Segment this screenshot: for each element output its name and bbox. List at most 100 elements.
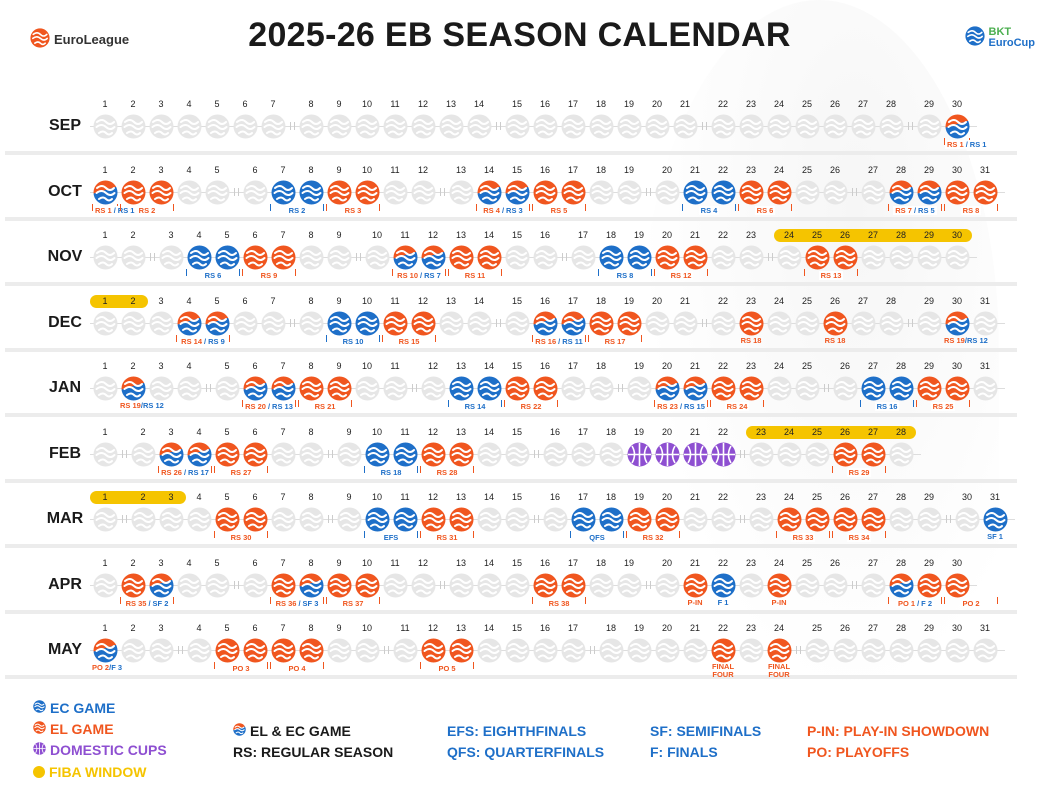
day-number[interactable]: 12 bbox=[417, 164, 428, 175]
ec-game-ball-icon[interactable] bbox=[983, 507, 1008, 532]
day-number[interactable]: 21 bbox=[679, 295, 690, 306]
ec-game-ball-icon[interactable] bbox=[365, 507, 390, 532]
day-number[interactable]: 27 bbox=[857, 99, 868, 109]
el-game-ball-icon[interactable] bbox=[421, 507, 446, 532]
day-number[interactable]: 9 bbox=[336, 361, 342, 371]
el-game-ball-icon[interactable] bbox=[945, 180, 970, 205]
day-number[interactable]: 5 bbox=[214, 557, 220, 568]
day-number[interactable]: 1 bbox=[102, 230, 108, 240]
day-number[interactable]: 4 bbox=[186, 99, 192, 109]
day-number[interactable]: 20 bbox=[661, 230, 672, 240]
day-number[interactable]: 19 bbox=[633, 492, 644, 502]
day-number[interactable]: 12 bbox=[427, 361, 438, 371]
day-number[interactable]: 24 bbox=[773, 295, 784, 306]
day-number[interactable]: 18 bbox=[595, 164, 606, 175]
day-number[interactable]: 6 bbox=[252, 426, 258, 437]
day-number[interactable]: 13 bbox=[455, 426, 466, 437]
ec-game-ball-icon[interactable] bbox=[711, 573, 736, 598]
both-game-ball-icon[interactable] bbox=[177, 311, 202, 336]
day-number[interactable]: 4 bbox=[186, 557, 192, 568]
day-number[interactable]: 14 bbox=[483, 230, 494, 240]
day-number[interactable]: 8 bbox=[308, 295, 314, 306]
day-number[interactable]: 5 bbox=[224, 230, 230, 240]
el-game-ball-icon[interactable] bbox=[655, 245, 680, 270]
day-number[interactable]: 18 bbox=[595, 99, 606, 109]
el-game-ball-icon[interactable] bbox=[215, 638, 240, 663]
day-number[interactable]: 3 bbox=[158, 361, 164, 371]
day-number[interactable]: 24 bbox=[783, 230, 794, 240]
ec-game-ball-icon[interactable] bbox=[889, 376, 914, 401]
day-number[interactable]: 26 bbox=[839, 230, 850, 240]
day-number[interactable]: 21 bbox=[689, 230, 700, 240]
el-game-ball-icon[interactable] bbox=[149, 180, 174, 205]
day-number[interactable]: 31 bbox=[979, 164, 990, 175]
day-number[interactable]: 16 bbox=[539, 164, 550, 175]
day-number[interactable]: 27 bbox=[867, 230, 878, 240]
day-number[interactable]: 30 bbox=[951, 557, 962, 568]
ec-game-ball-icon[interactable] bbox=[571, 507, 596, 532]
day-number[interactable]: 26 bbox=[829, 295, 840, 306]
el-game-ball-icon[interactable] bbox=[683, 573, 708, 598]
day-number[interactable]: 20 bbox=[661, 557, 672, 568]
day-number[interactable]: 28 bbox=[895, 557, 906, 568]
day-number[interactable]: 23 bbox=[745, 623, 756, 633]
day-number[interactable]: 3 bbox=[158, 623, 164, 633]
el-game-ball-icon[interactable] bbox=[805, 507, 830, 532]
ec-game-ball-icon[interactable] bbox=[683, 180, 708, 205]
day-number[interactable]: 18 bbox=[605, 623, 616, 633]
day-number[interactable]: 12 bbox=[417, 557, 428, 568]
day-number[interactable]: 10 bbox=[361, 623, 372, 633]
day-number[interactable]: 5 bbox=[224, 623, 230, 633]
day-number[interactable]: 17 bbox=[567, 361, 578, 371]
el-game-ball-icon[interactable] bbox=[833, 507, 858, 532]
day-number[interactable]: 22 bbox=[717, 230, 728, 240]
both-game-ball-icon[interactable] bbox=[149, 573, 174, 598]
day-number[interactable]: 5 bbox=[224, 361, 230, 371]
both-game-ball-icon[interactable] bbox=[505, 180, 530, 205]
day-number[interactable]: 10 bbox=[371, 230, 382, 240]
day-number[interactable]: 27 bbox=[867, 623, 878, 633]
ec-game-ball-icon[interactable] bbox=[477, 376, 502, 401]
el-game-ball-icon[interactable] bbox=[833, 245, 858, 270]
day-number[interactable]: 12 bbox=[427, 426, 438, 437]
both-game-ball-icon[interactable] bbox=[159, 442, 184, 467]
day-number[interactable]: 2 bbox=[130, 164, 136, 175]
day-number[interactable]: 3 bbox=[168, 230, 174, 240]
el-game-ball-icon[interactable] bbox=[299, 638, 324, 663]
el-game-ball-icon[interactable] bbox=[945, 376, 970, 401]
el-game-ball-icon[interactable] bbox=[617, 311, 642, 336]
day-number[interactable]: 22 bbox=[717, 426, 728, 437]
day-number[interactable]: 22 bbox=[717, 164, 728, 175]
day-number[interactable]: 25 bbox=[811, 623, 822, 633]
day-number[interactable]: 27 bbox=[857, 295, 868, 306]
day-number[interactable]: 12 bbox=[427, 623, 438, 633]
el-game-ball-icon[interactable] bbox=[411, 311, 436, 336]
day-number[interactable]: 3 bbox=[158, 557, 164, 568]
day-number[interactable]: 28 bbox=[895, 492, 906, 502]
day-number[interactable]: 31 bbox=[979, 623, 990, 633]
ec-game-ball-icon[interactable] bbox=[627, 245, 652, 270]
day-number[interactable]: 19 bbox=[633, 230, 644, 240]
day-number[interactable]: 16 bbox=[539, 295, 550, 306]
day-number[interactable]: 29 bbox=[923, 99, 934, 109]
day-number[interactable]: 31 bbox=[979, 361, 990, 371]
el-game-ball-icon[interactable] bbox=[121, 180, 146, 205]
day-number[interactable]: 24 bbox=[773, 99, 784, 109]
day-number[interactable]: 26 bbox=[829, 557, 840, 568]
both-game-ball-icon[interactable] bbox=[561, 311, 586, 336]
both-game-ball-icon[interactable] bbox=[945, 114, 970, 139]
day-number[interactable]: 11 bbox=[400, 623, 410, 633]
day-number[interactable]: 1 bbox=[102, 99, 108, 109]
day-number[interactable]: 11 bbox=[390, 361, 400, 371]
day-number[interactable]: 29 bbox=[923, 492, 934, 502]
el-game-ball-icon[interactable] bbox=[243, 507, 268, 532]
day-number[interactable]: 5 bbox=[214, 164, 220, 175]
day-number[interactable]: 15 bbox=[511, 295, 522, 306]
day-number[interactable]: 20 bbox=[661, 361, 672, 371]
el-game-ball-icon[interactable] bbox=[215, 442, 240, 467]
day-number[interactable]: 17 bbox=[567, 557, 578, 568]
el-game-ball-icon[interactable] bbox=[655, 507, 680, 532]
day-number[interactable]: 29 bbox=[923, 557, 934, 568]
day-number[interactable]: 29 bbox=[923, 623, 934, 633]
day-number[interactable]: 30 bbox=[951, 623, 962, 633]
